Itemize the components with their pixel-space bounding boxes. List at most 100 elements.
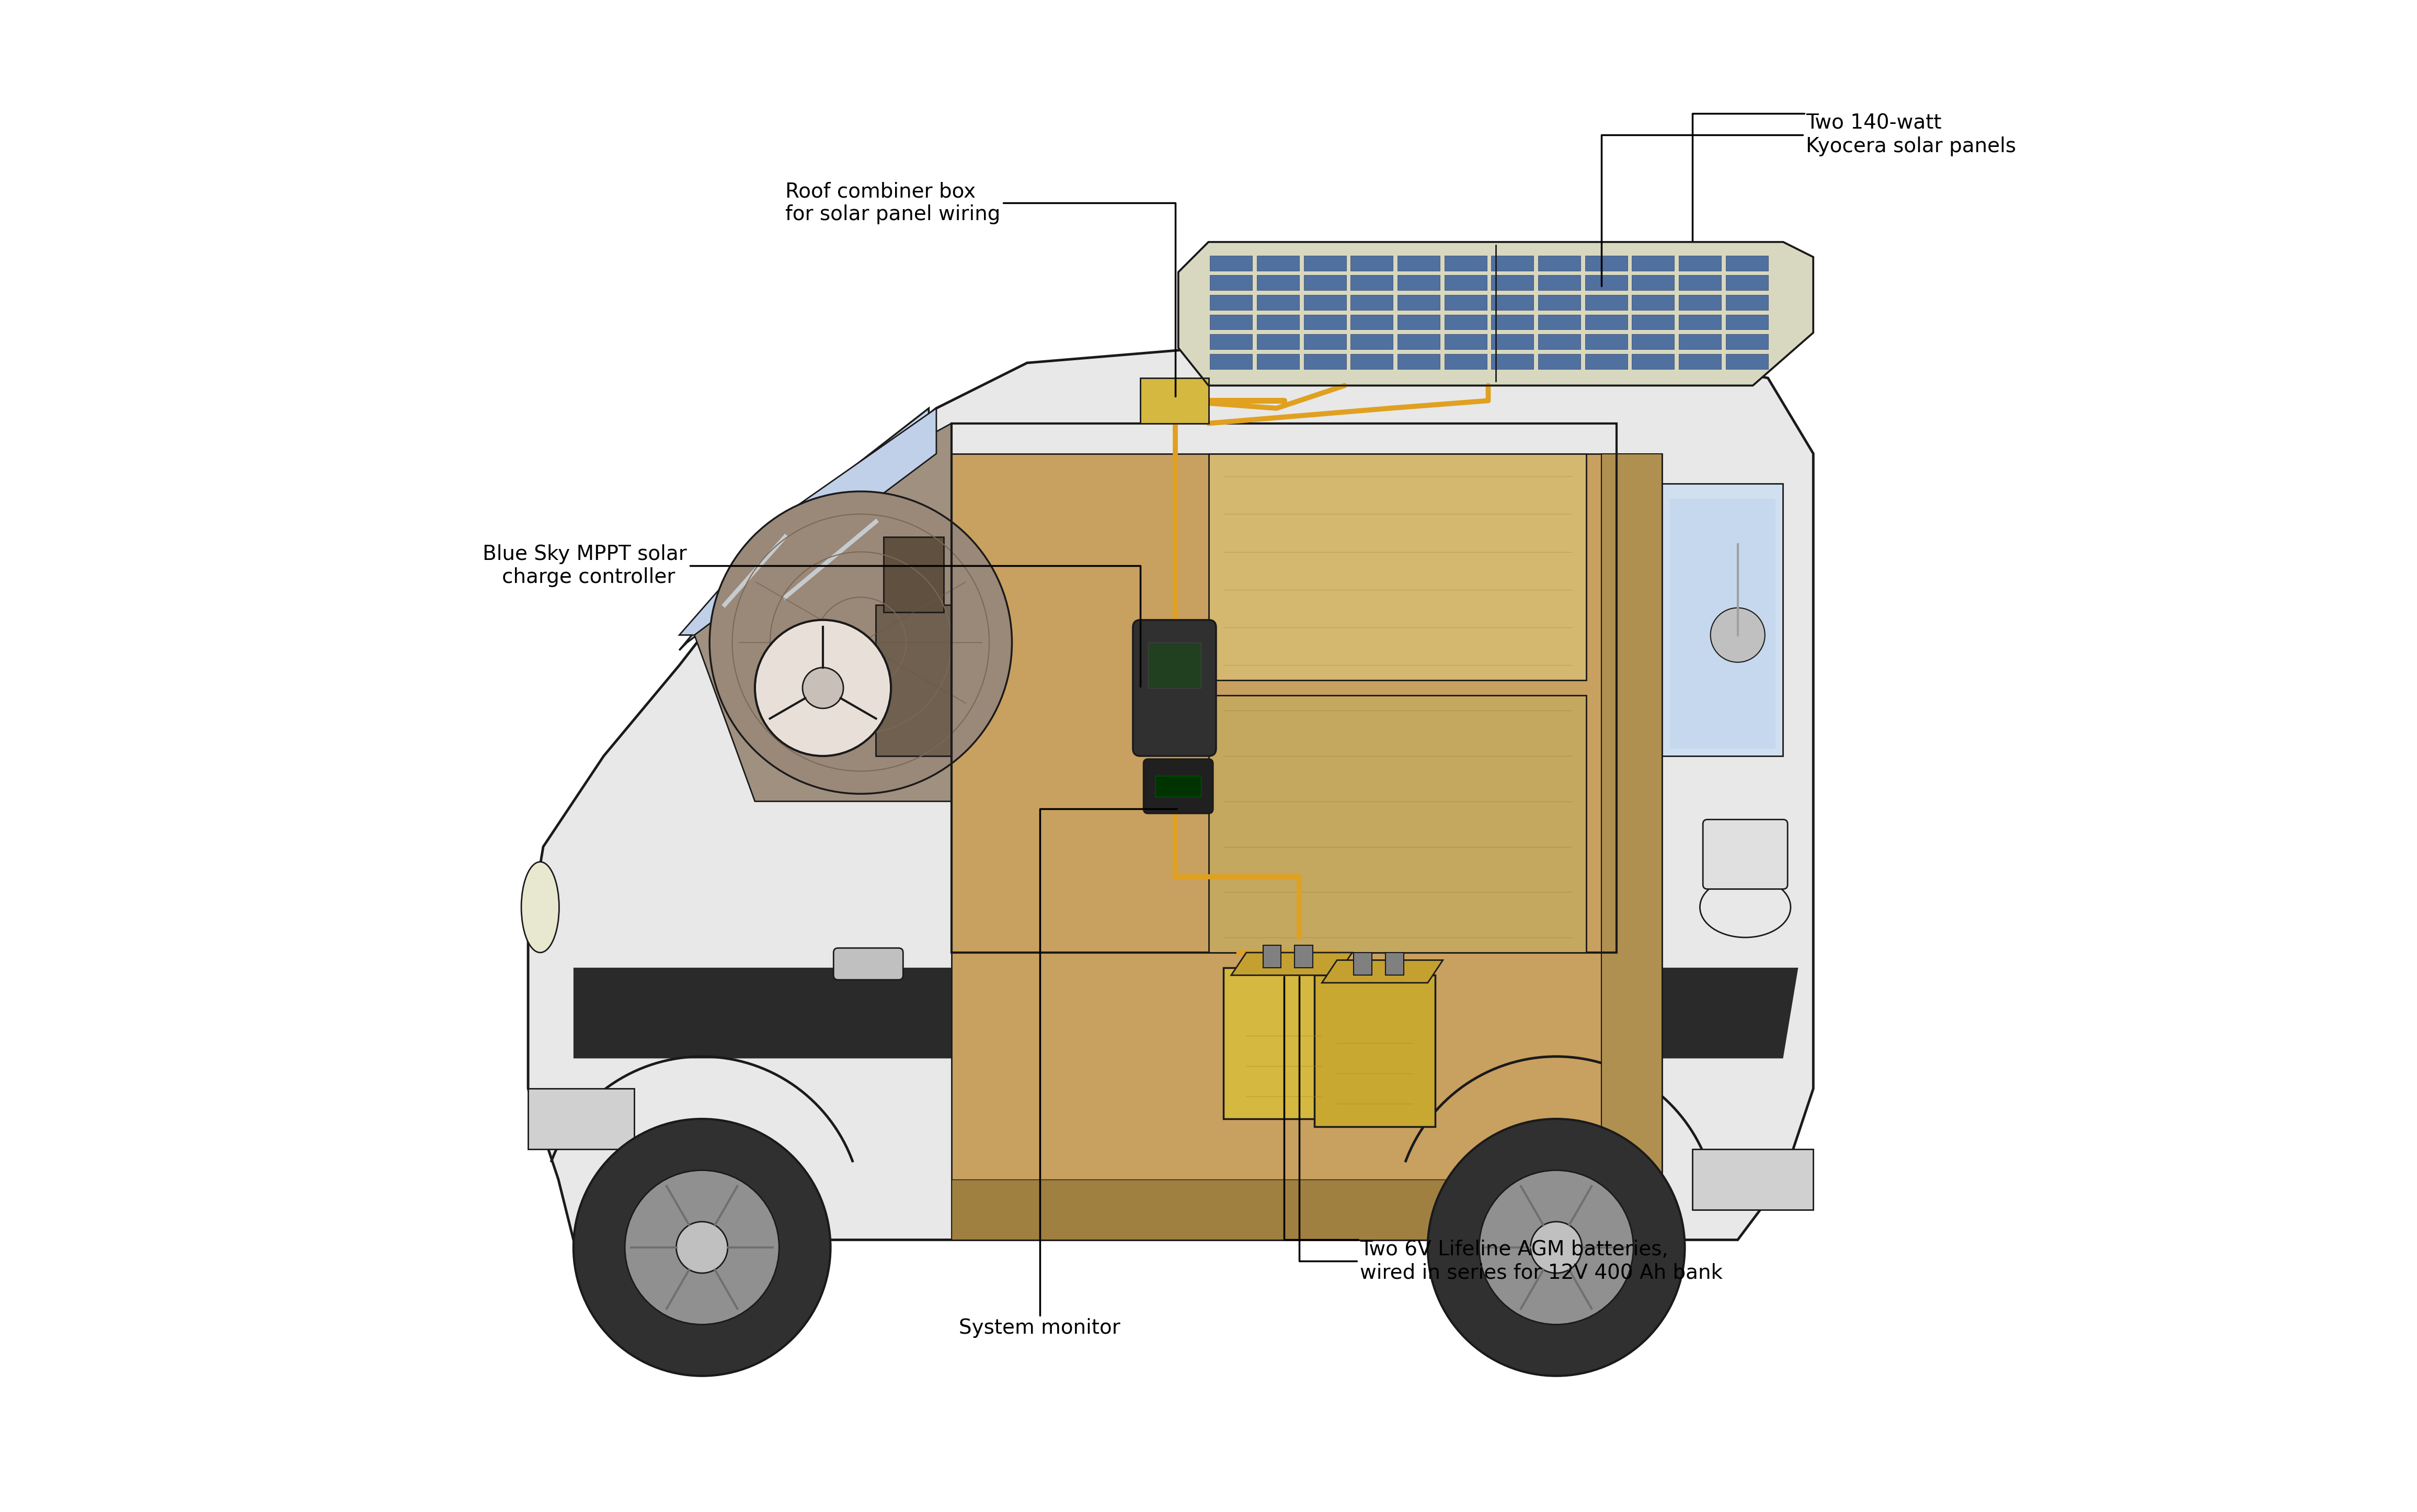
Polygon shape <box>1322 960 1443 983</box>
FancyBboxPatch shape <box>1680 334 1721 349</box>
FancyBboxPatch shape <box>1537 334 1581 349</box>
FancyBboxPatch shape <box>1303 314 1346 330</box>
Circle shape <box>754 620 892 756</box>
Circle shape <box>802 668 844 708</box>
FancyBboxPatch shape <box>1397 334 1441 349</box>
Polygon shape <box>952 454 1663 1240</box>
FancyBboxPatch shape <box>1303 275 1346 290</box>
FancyBboxPatch shape <box>1385 953 1404 975</box>
Text: Two 6V Lifeline AGM batteries,
wired in series for 12V 400 Ah bank: Two 6V Lifeline AGM batteries, wired in … <box>1300 977 1723 1282</box>
FancyBboxPatch shape <box>1680 295 1721 310</box>
FancyBboxPatch shape <box>1445 275 1486 290</box>
FancyBboxPatch shape <box>1134 620 1216 756</box>
FancyBboxPatch shape <box>1397 314 1441 330</box>
FancyBboxPatch shape <box>1537 275 1581 290</box>
FancyBboxPatch shape <box>1680 354 1721 369</box>
Text: Roof combiner box
for solar panel wiring: Roof combiner box for solar panel wiring <box>786 181 1175 396</box>
FancyBboxPatch shape <box>1670 499 1776 748</box>
FancyBboxPatch shape <box>1264 945 1281 968</box>
FancyBboxPatch shape <box>1537 354 1581 369</box>
Ellipse shape <box>522 862 558 953</box>
Polygon shape <box>527 1089 633 1149</box>
Circle shape <box>1428 1119 1685 1376</box>
FancyBboxPatch shape <box>1680 314 1721 330</box>
FancyBboxPatch shape <box>1211 275 1252 290</box>
FancyBboxPatch shape <box>1726 295 1767 310</box>
Polygon shape <box>1692 1149 1813 1210</box>
FancyBboxPatch shape <box>1397 295 1441 310</box>
FancyBboxPatch shape <box>1303 295 1346 310</box>
FancyBboxPatch shape <box>1631 256 1675 271</box>
FancyBboxPatch shape <box>1445 334 1486 349</box>
FancyBboxPatch shape <box>1354 953 1373 975</box>
FancyBboxPatch shape <box>1586 314 1627 330</box>
FancyBboxPatch shape <box>1211 354 1252 369</box>
FancyBboxPatch shape <box>1586 334 1627 349</box>
FancyBboxPatch shape <box>1631 275 1675 290</box>
Polygon shape <box>952 1179 1663 1240</box>
Text: Blue Sky MPPT solar
   charge controller: Blue Sky MPPT solar charge controller <box>483 544 1141 686</box>
FancyBboxPatch shape <box>1726 334 1767 349</box>
Circle shape <box>626 1170 778 1325</box>
FancyBboxPatch shape <box>1257 275 1300 290</box>
Polygon shape <box>1177 242 1813 386</box>
FancyBboxPatch shape <box>1397 256 1441 271</box>
FancyBboxPatch shape <box>1491 275 1532 290</box>
FancyBboxPatch shape <box>1208 696 1586 953</box>
FancyBboxPatch shape <box>1586 275 1627 290</box>
Circle shape <box>1479 1170 1634 1325</box>
FancyBboxPatch shape <box>1303 256 1346 271</box>
FancyBboxPatch shape <box>1491 354 1532 369</box>
Polygon shape <box>1230 953 1351 975</box>
Circle shape <box>1711 608 1764 662</box>
Text: Two 140-watt
Kyocera solar panels: Two 140-watt Kyocera solar panels <box>1602 113 2016 286</box>
FancyBboxPatch shape <box>1537 295 1581 310</box>
FancyBboxPatch shape <box>1586 256 1627 271</box>
Polygon shape <box>679 408 935 635</box>
Circle shape <box>1530 1222 1583 1273</box>
FancyBboxPatch shape <box>1351 314 1392 330</box>
FancyBboxPatch shape <box>1315 975 1436 1126</box>
FancyBboxPatch shape <box>1351 295 1392 310</box>
Polygon shape <box>1602 454 1663 1210</box>
FancyBboxPatch shape <box>1445 354 1486 369</box>
Polygon shape <box>1663 484 1784 756</box>
Ellipse shape <box>711 491 1013 794</box>
FancyBboxPatch shape <box>1397 354 1441 369</box>
FancyBboxPatch shape <box>1351 275 1392 290</box>
FancyBboxPatch shape <box>1148 643 1201 688</box>
FancyBboxPatch shape <box>1631 295 1675 310</box>
FancyBboxPatch shape <box>1296 945 1312 968</box>
FancyBboxPatch shape <box>1491 334 1532 349</box>
FancyBboxPatch shape <box>1257 256 1300 271</box>
Polygon shape <box>694 423 952 801</box>
FancyBboxPatch shape <box>1303 334 1346 349</box>
Text: System monitor: System monitor <box>960 809 1177 1338</box>
FancyBboxPatch shape <box>1257 314 1300 330</box>
FancyBboxPatch shape <box>1491 295 1532 310</box>
FancyBboxPatch shape <box>1704 820 1789 889</box>
Polygon shape <box>885 537 945 612</box>
Polygon shape <box>527 348 1813 1240</box>
FancyBboxPatch shape <box>1631 354 1675 369</box>
FancyBboxPatch shape <box>1445 314 1486 330</box>
Ellipse shape <box>1699 877 1791 937</box>
FancyBboxPatch shape <box>1537 314 1581 330</box>
FancyBboxPatch shape <box>1537 256 1581 271</box>
FancyBboxPatch shape <box>1303 354 1346 369</box>
FancyBboxPatch shape <box>1680 275 1721 290</box>
FancyBboxPatch shape <box>1351 334 1392 349</box>
FancyBboxPatch shape <box>1586 354 1627 369</box>
FancyBboxPatch shape <box>1631 334 1675 349</box>
FancyBboxPatch shape <box>1491 256 1532 271</box>
FancyBboxPatch shape <box>1223 968 1344 1119</box>
Polygon shape <box>679 408 928 650</box>
FancyBboxPatch shape <box>1631 314 1675 330</box>
FancyBboxPatch shape <box>1211 256 1252 271</box>
Polygon shape <box>875 605 952 756</box>
FancyBboxPatch shape <box>1257 295 1300 310</box>
FancyBboxPatch shape <box>1351 354 1392 369</box>
FancyBboxPatch shape <box>1397 275 1441 290</box>
FancyBboxPatch shape <box>1445 295 1486 310</box>
Polygon shape <box>573 968 1798 1058</box>
